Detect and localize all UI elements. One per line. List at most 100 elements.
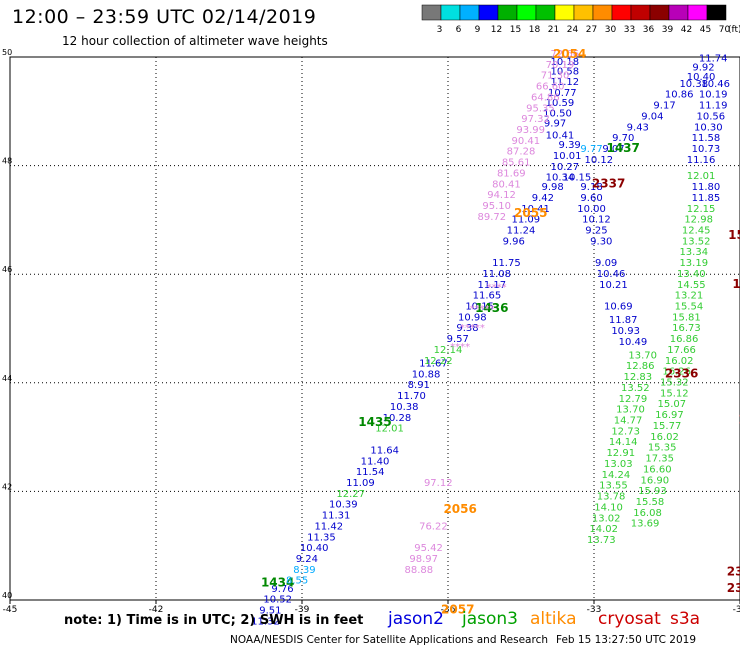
x-tick-label: -45 xyxy=(3,605,18,615)
data-label-jason3: 13.03 xyxy=(604,459,633,470)
x-tick-label: -30 xyxy=(733,605,740,615)
data-label-jason2: 9.96 xyxy=(503,236,525,247)
data-label-jason2: 11.17 xyxy=(477,280,506,291)
data-label-altika: 76.22 xyxy=(419,521,448,532)
data-label-jason2: 10.58 xyxy=(550,66,579,77)
data-label-jason2: 11.32 xyxy=(251,616,280,627)
data-label-jason2: 9.43 xyxy=(627,122,649,133)
data-label-jason2: 11.31 xyxy=(322,511,351,522)
y-tick-label: 42 xyxy=(2,482,12,491)
scale-label: 18 xyxy=(529,25,541,35)
data-label-jason3: 13.55 xyxy=(599,481,628,492)
scale-label: 39 xyxy=(662,25,674,35)
data-label-altika: 90.41 xyxy=(512,136,541,147)
data-label-jason2: 10.12 xyxy=(585,155,614,166)
x-tick-label: -42 xyxy=(149,605,164,615)
data-label-cyan: 8.55 xyxy=(286,576,308,587)
data-label-cryosat-labels: 23 xyxy=(727,581,740,595)
data-label-altika: 71.30 xyxy=(541,71,570,82)
data-label-jason2: 10.15 xyxy=(563,172,592,183)
scale-label: 24 xyxy=(567,25,579,35)
data-label-jason2: 11.08 xyxy=(482,269,511,280)
legend-jason2: jason2 xyxy=(388,609,444,629)
data-label-jason2: 8.91 xyxy=(408,380,430,391)
data-label-jason2: 10.30 xyxy=(694,122,723,133)
data-label-jason3: 12.73 xyxy=(611,426,640,437)
data-label-jason3: 13.52 xyxy=(682,236,711,247)
data-label-jason3: 16.60 xyxy=(643,464,672,475)
data-label-cryosat-labels: 2336 xyxy=(665,366,698,380)
data-label-jason2: 10.93 xyxy=(611,326,640,337)
data-label-altika: 95.10 xyxy=(482,201,511,212)
data-label-altika: 95.42 xyxy=(414,543,443,554)
data-label-jason2: 10.39 xyxy=(329,500,358,511)
data-label-jason3: 16.90 xyxy=(641,475,670,486)
data-label-jason3: 12.01 xyxy=(687,171,716,182)
data-label-jason2: 11.67 xyxy=(419,359,448,370)
data-label-jason3: 15.35 xyxy=(648,443,677,454)
data-label-jason3: 14.14 xyxy=(609,437,638,448)
data-label-jason2: 11.09 xyxy=(346,478,375,489)
scale-label: 21 xyxy=(548,25,559,35)
data-label-missing: ***** xyxy=(470,304,495,315)
data-label-jason3: 17.35 xyxy=(645,454,674,465)
data-label-jason3: 16.73 xyxy=(672,323,701,334)
data-label-jason3: 13.40 xyxy=(677,269,706,280)
data-label-cryosat-labels: 23 xyxy=(727,565,740,579)
data-label-jason2: 10.98 xyxy=(458,312,487,323)
data-label-jason3: 12.91 xyxy=(606,448,635,459)
data-label-jason2: 10.00 xyxy=(577,204,606,215)
data-label-jason2: 10.46 xyxy=(701,79,730,90)
data-label-jason2: 10.49 xyxy=(619,337,648,348)
legend-jason3: jason3 xyxy=(462,609,518,629)
data-label-jason3: 12.22 xyxy=(424,356,453,367)
data-label-jason3: 12.83 xyxy=(623,372,652,383)
data-label-jason3: 12.98 xyxy=(684,215,713,226)
data-label-jason2: 9.30 xyxy=(590,236,612,247)
data-label-jason2: 10.18 xyxy=(550,57,579,68)
data-label-jason2: 11.54 xyxy=(356,467,385,478)
data-label-s3a: 1434 xyxy=(261,575,294,589)
legend-s3a: s3a xyxy=(670,609,701,629)
data-label-jason3: 14.10 xyxy=(594,502,623,513)
note-text: note: 1) Time is in UTC; 2) SWH is in fe… xyxy=(64,613,364,628)
data-label-jason2: 11.64 xyxy=(370,445,399,456)
data-label-jason2: 10.88 xyxy=(412,369,441,380)
x-tick-label: -33 xyxy=(587,605,602,615)
data-label-jason2: 11.35 xyxy=(307,532,336,543)
data-label-jason2: 10.15 xyxy=(465,301,494,312)
data-label-jason2: 10.38 xyxy=(679,79,708,90)
data-label-jason2: 10.50 xyxy=(543,109,572,120)
data-label-cyan: 8.39 xyxy=(293,565,315,576)
data-label-jason3: 13.02 xyxy=(592,513,621,524)
data-label-jason3: 15.07 xyxy=(658,399,687,410)
scale-label: 9 xyxy=(475,25,481,35)
data-label-jason3: 12.45 xyxy=(682,225,711,236)
data-label-jason3: 15.12 xyxy=(660,388,689,399)
data-label-jason2: 9.07 xyxy=(602,144,624,155)
data-label-altika: 88.88 xyxy=(404,565,433,576)
data-label-jason2: 11.19 xyxy=(699,101,728,112)
data-label-jason2: 10.59 xyxy=(546,98,575,109)
data-label-jason3: 13.70 xyxy=(616,405,645,416)
data-label-altika: 89.72 xyxy=(477,212,506,223)
data-label-altika: 80.41 xyxy=(492,179,521,190)
data-label-jason2: 11.74 xyxy=(699,53,728,64)
chart-title: 12:00 – 23:59 UTC 02/14/2019 xyxy=(12,6,317,28)
scale-label: 42 xyxy=(681,25,692,35)
data-label-altika: 72.66 xyxy=(550,49,579,60)
data-label-cryosat-labels: 2337 xyxy=(592,176,625,190)
data-label-jason3: 13.69 xyxy=(631,519,660,530)
plot-frame xyxy=(9,56,740,601)
data-label-jason3: 12.79 xyxy=(619,394,648,405)
x-tick-label: -39 xyxy=(295,605,310,615)
legend-cryosat: cryosat xyxy=(598,609,661,629)
data-label-jason2: 11.87 xyxy=(609,315,638,326)
x-tick-label: -36 xyxy=(441,605,456,615)
data-label-cryosat-labels: 1537 xyxy=(728,228,740,242)
timestamp-text: Feb 15 13:27:50 UTC 2019 xyxy=(556,634,696,646)
data-label-jason2: 11.75 xyxy=(492,258,521,269)
data-label-jason2: 11.85 xyxy=(692,193,721,204)
